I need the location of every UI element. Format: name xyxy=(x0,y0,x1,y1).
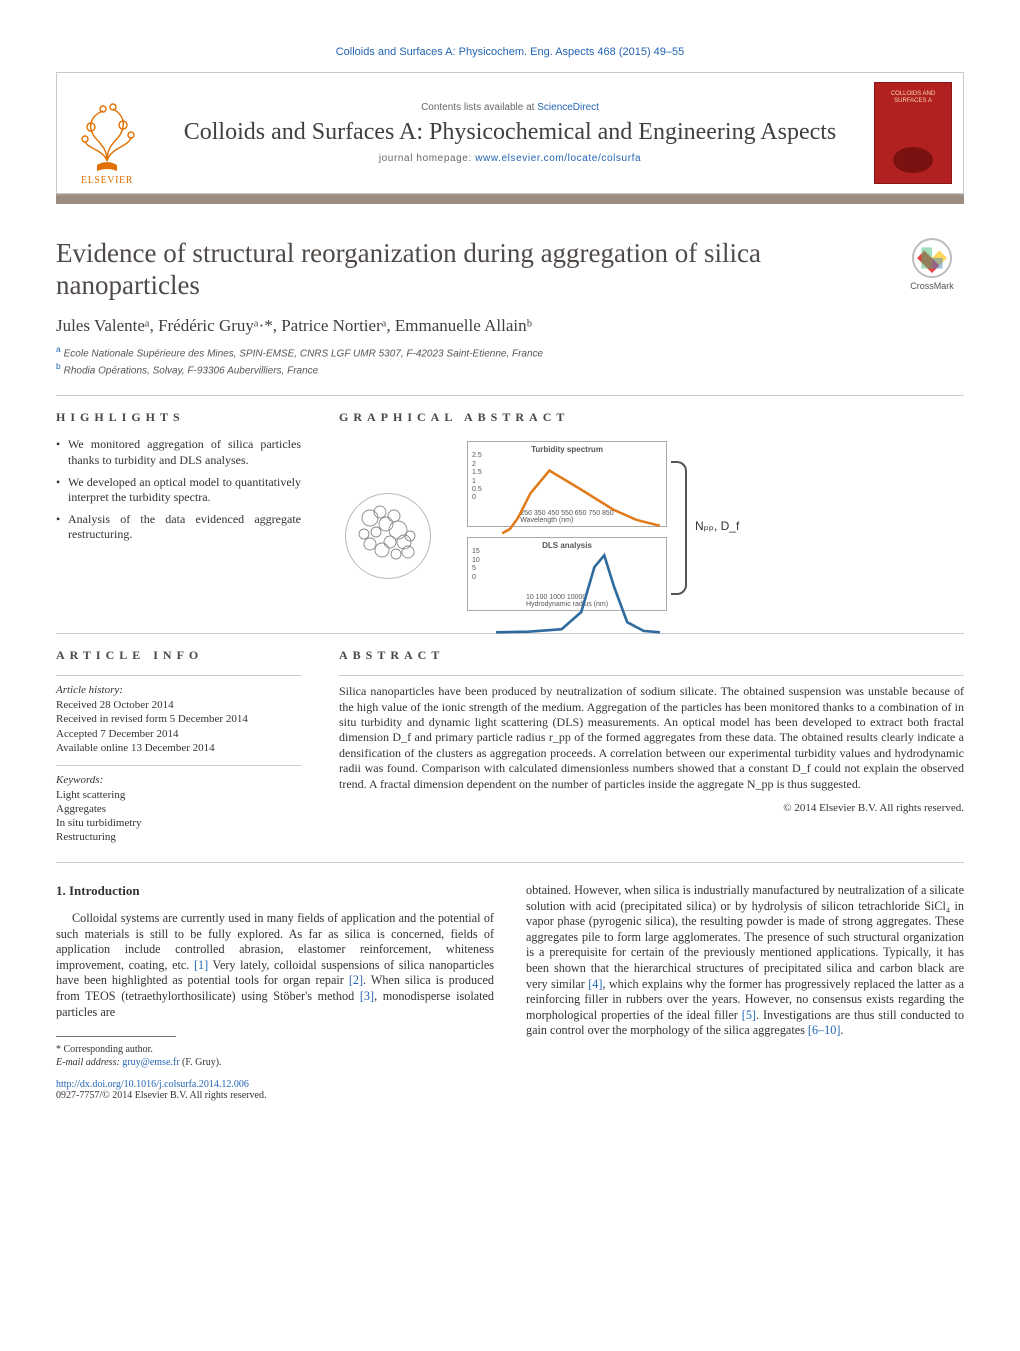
aggregate-schematic xyxy=(345,493,431,579)
journal-homepage-line: journal homepage: www.elsevier.com/locat… xyxy=(157,153,863,164)
turbidity-plot: Turbidity spectrum 2.521.510.50 250 350 … xyxy=(467,441,667,527)
elsevier-wordmark: ELSEVIER xyxy=(81,175,133,186)
ga-output-label: Nₚₚ, D_f xyxy=(695,519,739,533)
crossmark-icon xyxy=(912,238,952,278)
highlight-item: We developed an optical model to quantit… xyxy=(56,475,301,506)
journal-cover-thumb: COLLOIDS AND SURFACES A xyxy=(874,82,952,184)
divider xyxy=(56,675,301,676)
highlights-list: We monitored aggregation of silica parti… xyxy=(56,437,301,543)
email-prefix: E-mail address: xyxy=(56,1057,122,1068)
footnote-rule xyxy=(56,1036,176,1037)
highlights-heading: HIGHLIGHTS xyxy=(56,410,301,425)
affiliations: aEcole Nationale Supérieure des Mines, S… xyxy=(56,344,964,378)
corresponding-author-note: * Corresponding author. xyxy=(56,1043,494,1056)
article-info-heading: ARTICLE INFO xyxy=(56,648,301,663)
citation-link[interactable]: Colloids and Surfaces A: Physicochem. En… xyxy=(336,46,685,58)
divider xyxy=(56,395,964,396)
crossmark-badge[interactable]: CrossMark xyxy=(900,238,964,291)
affiliation-a: Ecole Nationale Supérieure des Mines, SP… xyxy=(64,348,543,359)
corresponding-email-line: E-mail address: gruy@emse.fr (F. Gruy). xyxy=(56,1056,494,1069)
affiliation-b: Rhodia Opérations, Solvay, F-93306 Auber… xyxy=(64,365,319,376)
sciencedirect-link[interactable]: ScienceDirect xyxy=(537,102,599,113)
dls-plot-title: DLS analysis xyxy=(542,541,592,550)
masthead-rule xyxy=(56,194,964,204)
divider xyxy=(56,862,964,863)
highlight-item: We monitored aggregation of silica parti… xyxy=(56,437,301,468)
turbidity-plot-title: Turbidity spectrum xyxy=(531,445,603,454)
reference-link[interactable]: [6–10] xyxy=(808,1023,841,1037)
section-1-heading: 1. Introduction xyxy=(56,883,494,899)
authors-line: Jules Valenteᵃ, Frédéric Gruyᵃ·*, Patric… xyxy=(56,316,964,336)
publisher-logo-box: ELSEVIER xyxy=(57,73,157,193)
corresponding-email-link[interactable]: gruy@emse.fr xyxy=(122,1057,179,1068)
reference-link[interactable]: [3] xyxy=(360,989,374,1003)
abstract-text: Silica nanoparticles have been produced … xyxy=(339,684,964,792)
reference-link[interactable]: [5] xyxy=(742,1008,756,1022)
journal-name: Colloids and Surfaces A: Physicochemical… xyxy=(157,119,863,147)
doi-link[interactable]: http://dx.doi.org/10.1016/j.colsurfa.201… xyxy=(56,1079,249,1090)
graphical-abstract-figure: Turbidity spectrum 2.521.510.50 250 350 … xyxy=(339,437,759,615)
divider xyxy=(56,765,301,766)
contents-line: Contents lists available at ScienceDirec… xyxy=(157,102,863,113)
reference-link[interactable]: [2] xyxy=(349,973,363,987)
history-subhead: Article history: xyxy=(56,684,301,696)
bracket-icon xyxy=(671,461,687,595)
keywords-list: Light scatteringAggregatesIn situ turbid… xyxy=(56,788,301,844)
citation-line: Colloids and Surfaces A: Physicochem. En… xyxy=(56,46,964,58)
intro-paragraph-left: Colloidal systems are currently used in … xyxy=(56,911,494,1020)
paper-title: Evidence of structural reorganization du… xyxy=(56,238,882,302)
reference-link[interactable]: [1] xyxy=(194,958,208,972)
dls-plot: DLS analysis 151050 10 100 1000 10000Hyd… xyxy=(467,537,667,611)
abstract-copyright: © 2014 Elsevier B.V. All rights reserved… xyxy=(339,802,964,814)
crossmark-label: CrossMark xyxy=(910,281,954,291)
intro-paragraph-right: obtained. However, when silica is indust… xyxy=(526,883,964,1039)
highlight-item: Analysis of the data evidenced aggregate… xyxy=(56,512,301,543)
journal-homepage-link[interactable]: www.elsevier.com/locate/colsurfa xyxy=(475,153,641,164)
article-history: Received 28 October 2014Received in revi… xyxy=(56,698,301,754)
elsevier-tree-icon: ELSEVIER xyxy=(63,83,151,187)
email-suffix: (F. Gruy). xyxy=(180,1057,222,1068)
keywords-subhead: Keywords: xyxy=(56,774,301,786)
journal-masthead: ELSEVIER Contents lists available at Sci… xyxy=(56,72,964,194)
graphical-abstract-heading: GRAPHICAL ABSTRACT xyxy=(339,410,964,425)
divider xyxy=(339,675,964,676)
issn-copyright-line: 0927-7757/© 2014 Elsevier B.V. All right… xyxy=(56,1090,266,1101)
abstract-heading: ABSTRACT xyxy=(339,648,964,663)
reference-link[interactable]: [4] xyxy=(588,977,602,991)
journal-cover-box: COLLOIDS AND SURFACES A xyxy=(863,73,963,193)
